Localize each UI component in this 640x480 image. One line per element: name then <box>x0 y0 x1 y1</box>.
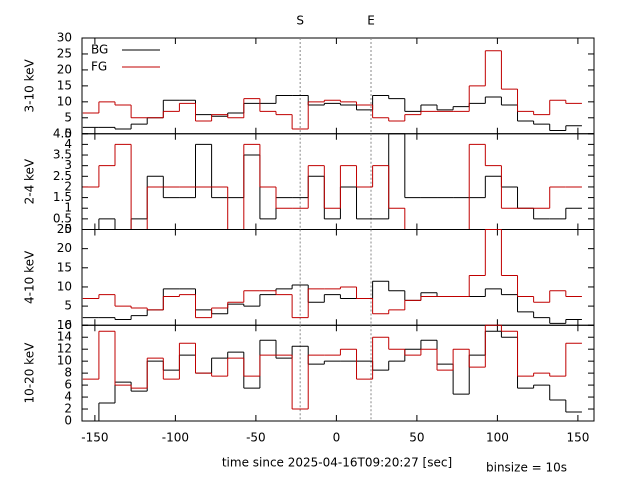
x-tick-label: 0 <box>333 431 341 445</box>
y-tick-label: 4 <box>64 137 72 151</box>
y-tick-label: 5 <box>64 299 72 313</box>
y-tick-label: 25 <box>57 46 72 60</box>
y-tick-label: 0 <box>64 126 72 140</box>
y-tick-label: 2.5 <box>53 169 72 183</box>
y-axis-label: 4-10 keV <box>23 250 37 304</box>
y-tick-label: 30 <box>57 31 72 45</box>
y-tick-label: 6 <box>64 378 72 392</box>
y-tick-label: 10 <box>57 94 72 108</box>
y-tick-label: 14 <box>57 330 72 344</box>
x-tick-label: 50 <box>409 431 424 445</box>
y-tick-label: 10 <box>57 354 72 368</box>
x-axis-label: time since 2025-04-16T09:20:27 [sec] <box>222 456 452 470</box>
y-tick-label: 12 <box>57 342 72 356</box>
y-tick-label: 0 <box>64 222 72 236</box>
legend-label: FG <box>91 60 107 74</box>
y-axis-label: 2-4 keV <box>23 158 37 204</box>
annotation: binsize = 10s <box>486 461 567 475</box>
marker-label: S <box>296 14 304 28</box>
y-axis-label: 10-20 keV <box>23 342 37 404</box>
y-tick-label: 3.5 <box>53 148 72 162</box>
y-tick-label: 16 <box>57 318 72 332</box>
y-tick-label: 2 <box>64 402 72 416</box>
x-tick-label: -50 <box>246 431 266 445</box>
marker-label: E <box>367 14 375 28</box>
y-tick-label: 5 <box>64 110 72 124</box>
x-tick-label: 150 <box>566 431 589 445</box>
y-tick-label: 20 <box>57 241 72 255</box>
y-tick-label: 25 <box>57 222 72 236</box>
x-tick-label: -150 <box>81 431 108 445</box>
y-tick-label: 8 <box>64 366 72 380</box>
y-tick-label: 1 <box>64 201 72 215</box>
y-tick-label: 0 <box>64 414 72 428</box>
panel-frame <box>81 133 595 230</box>
y-tick-label: 10 <box>57 279 72 293</box>
y-tick-label: 4 <box>64 390 72 404</box>
y-tick-label: 15 <box>57 260 72 274</box>
y-tick-label: 3 <box>64 158 72 172</box>
y-tick-label: 20 <box>57 62 72 76</box>
y-axis-label: 3-10 keV <box>23 59 37 113</box>
x-tick-label: -100 <box>162 431 189 445</box>
legend-label: BG <box>91 43 108 57</box>
y-tick-label: 2 <box>64 179 72 193</box>
x-tick-label: 100 <box>486 431 509 445</box>
y-tick-label: 1.5 <box>53 190 72 204</box>
y-tick-label: 4.5 <box>53 126 72 140</box>
y-tick-label: 0.5 <box>53 211 72 225</box>
y-tick-label: 0 <box>64 318 72 332</box>
y-tick-label: 15 <box>57 78 72 92</box>
